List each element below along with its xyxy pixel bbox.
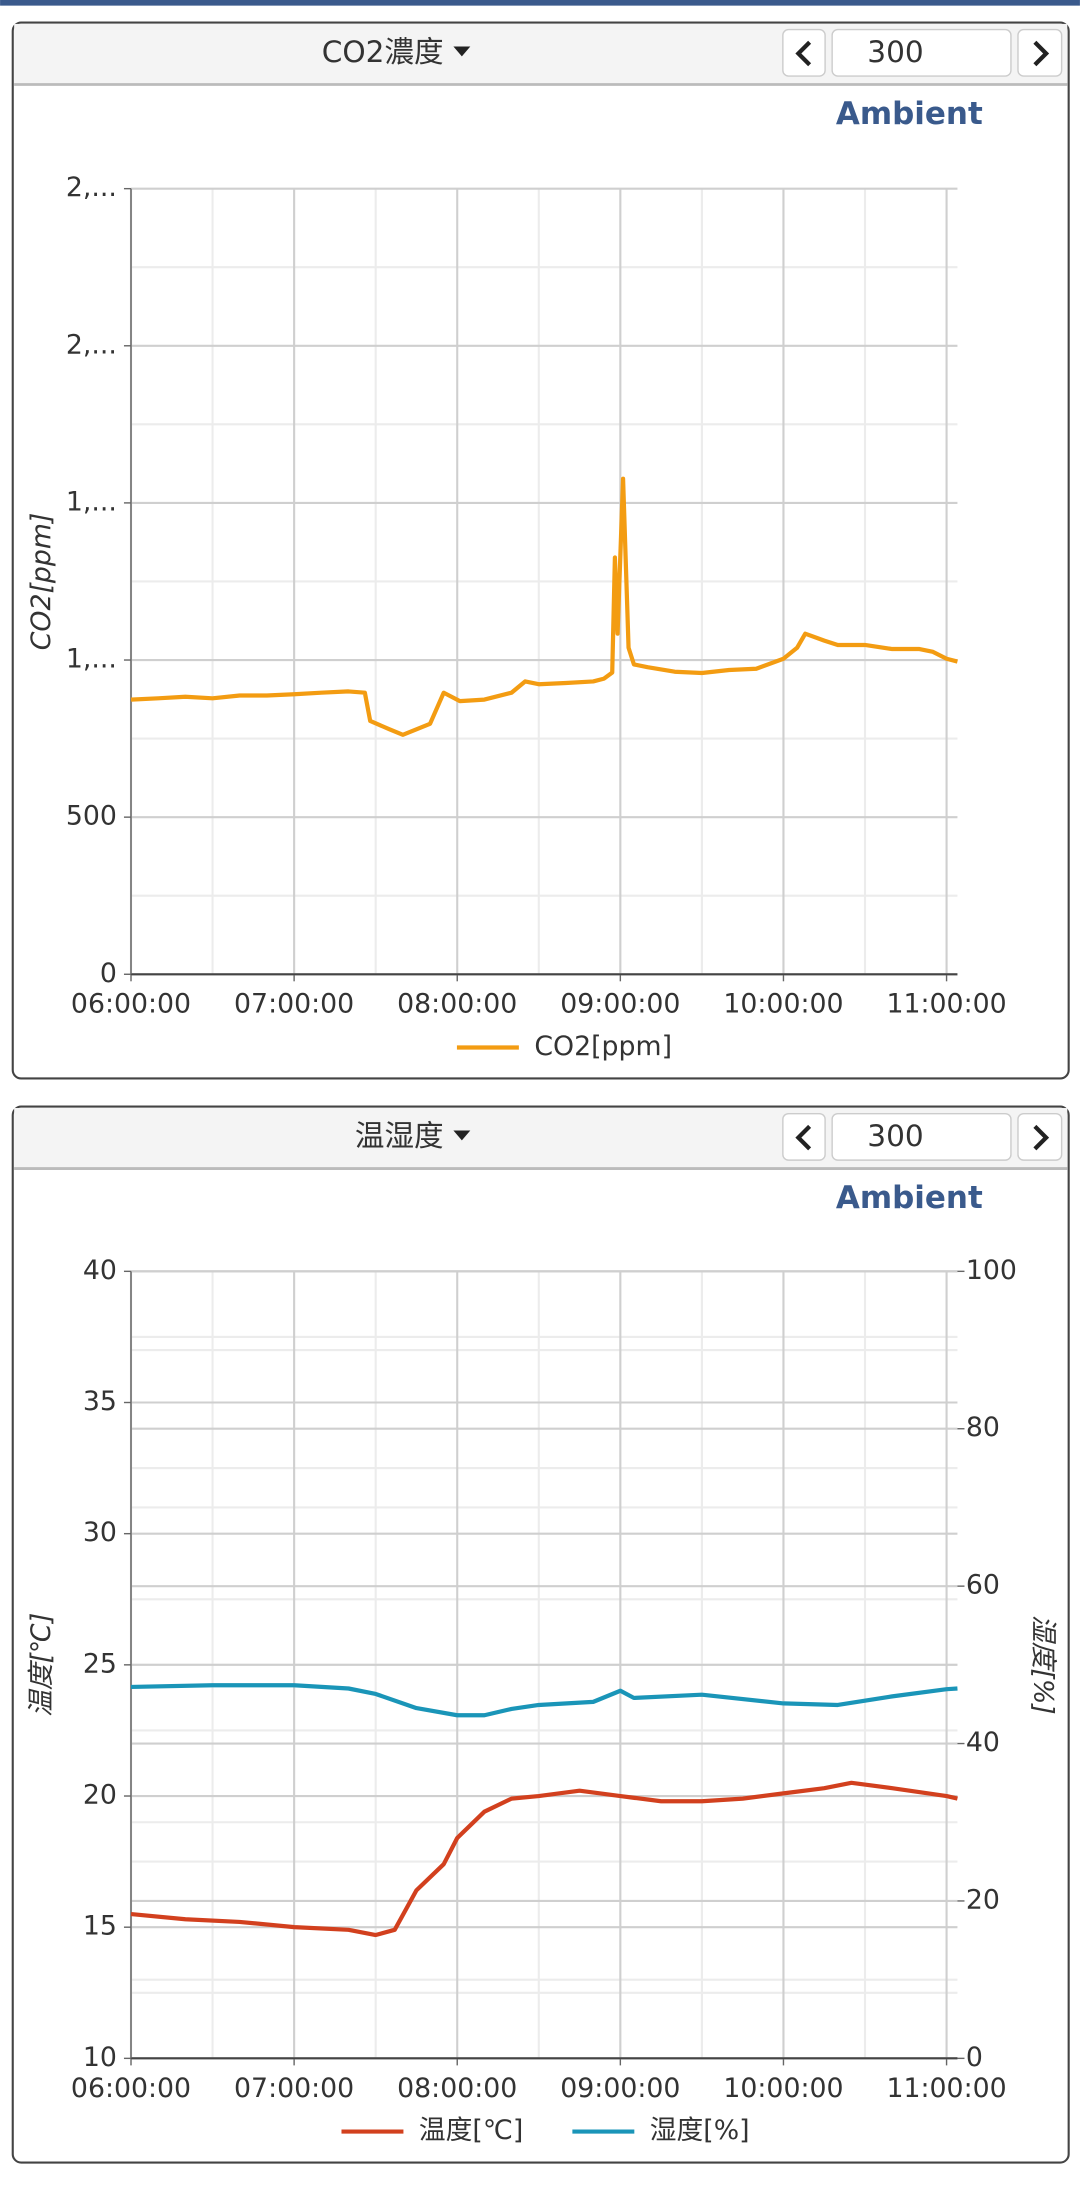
next-arrow: [1033, 1124, 1050, 1151]
y-tick-label: 40: [83, 1255, 117, 1286]
x-tick-label: 09:00:00: [560, 989, 680, 1020]
y-tick-label: 2,...: [66, 329, 117, 360]
prev-box: [782, 1112, 826, 1161]
page-size-input[interactable]: [831, 28, 1012, 77]
legend-label: 湿度[%]: [650, 2115, 750, 2146]
brand: Ambient: [836, 96, 983, 132]
next-box: [1017, 1112, 1063, 1161]
y-tick-label: 500: [66, 801, 117, 832]
panel: CO2濃度 300 Ambient 06:00:00 07:00:00 08:00:00 0…: [11, 21, 1070, 1080]
y2-tick-label: 40: [966, 1727, 1000, 1758]
y-tick-label: 1,...: [66, 644, 117, 675]
prev-button[interactable]: [782, 1112, 826, 1161]
y2-tick-label: 60: [966, 1570, 1000, 1601]
selector-label: 温湿度: [355, 1119, 444, 1153]
prev-box: [782, 28, 826, 77]
series-line: [130, 476, 958, 737]
selector[interactable]: CO2濃度: [322, 35, 471, 69]
x-tick-label: 10:00:00: [723, 989, 843, 1020]
page-size-value: 300: [867, 35, 923, 69]
x-tick-label: 06:00:00: [71, 989, 191, 1020]
x-tick-label: 10:00:00: [723, 2073, 843, 2104]
series-line: [130, 1780, 958, 1938]
y2-axis-label: 湿度[%]: [1027, 1615, 1058, 1715]
x-tick-label: 08:00:00: [397, 989, 517, 1020]
x-tick-label: 07:00:00: [234, 2073, 354, 2104]
y-tick-label: 25: [83, 1648, 117, 1679]
x-tick-label: 06:00:00: [71, 2073, 191, 2104]
prev-arrow: [795, 40, 812, 67]
dropdown-caret: [453, 46, 471, 57]
y-tick-label: 0: [100, 958, 117, 989]
panel-frame: [11, 21, 1070, 1080]
y-axis-label: 温度[℃]: [26, 1613, 57, 1717]
x-tick-label: 07:00:00: [234, 989, 354, 1020]
y-tick-label: 10: [83, 2042, 117, 2073]
y-tick-label: 2,...: [66, 172, 117, 203]
legend-label: 温度[℃]: [419, 2115, 523, 2146]
x-tick-label: 11:00:00: [886, 989, 1006, 1020]
y-tick-label: 20: [83, 1780, 117, 1811]
y2-tick-label: 80: [966, 1412, 1000, 1443]
next-box: [1017, 28, 1063, 77]
y-tick-label: 15: [83, 1911, 117, 1942]
next-arrow: [1033, 40, 1050, 67]
top-bar: [0, 0, 1080, 6]
prev-button[interactable]: [782, 28, 826, 77]
x-tick-label: 08:00:00: [397, 2073, 517, 2104]
selector-label: CO2濃度: [322, 35, 444, 69]
panel-frame: [11, 1105, 1070, 2164]
next-button[interactable]: [1017, 1112, 1063, 1161]
prev-arrow: [795, 1124, 812, 1151]
y2-tick-label: 0: [966, 2042, 983, 2073]
x-tick-label: 11:00:00: [886, 2073, 1006, 2104]
series-line: [130, 1683, 958, 1718]
selector[interactable]: 温湿度: [355, 1119, 471, 1153]
y-tick-label: 35: [83, 1386, 117, 1417]
next-button[interactable]: [1017, 28, 1063, 77]
y-axis-label: CO2[ppm]: [26, 513, 57, 651]
brand: Ambient: [836, 1180, 983, 1216]
page-size-value: 300: [867, 1119, 923, 1153]
legend-label: CO2[ppm]: [534, 1031, 672, 1062]
dropdown-caret: [453, 1130, 471, 1141]
y2-tick-label: 100: [966, 1255, 1017, 1286]
y-tick-label: 30: [83, 1517, 117, 1548]
page-size-input[interactable]: [831, 1112, 1012, 1161]
y-tick-label: 1,...: [66, 486, 117, 517]
y2-tick-label: 20: [966, 1884, 1000, 1915]
x-tick-label: 09:00:00: [560, 2073, 680, 2104]
